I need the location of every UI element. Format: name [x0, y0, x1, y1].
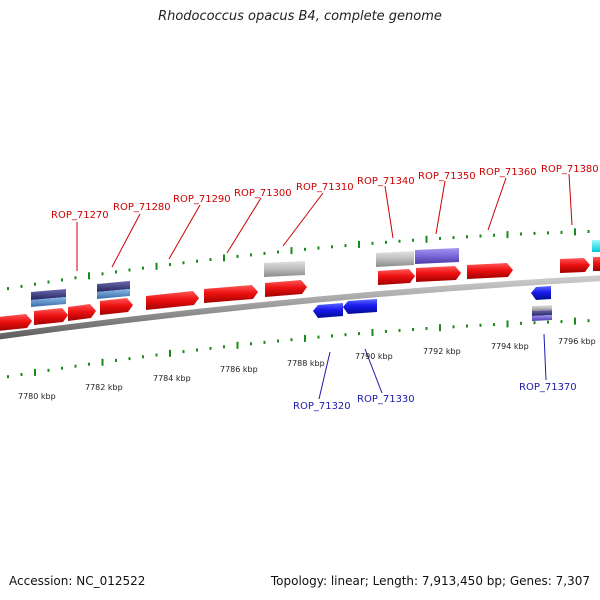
gene-arrow-reverse[interactable] [531, 286, 551, 300]
forward-genes [0, 257, 600, 331]
chromosome-backbone [0, 275, 600, 340]
gene-arrow-forward[interactable] [593, 257, 600, 271]
scale-label: 7788 kbp [287, 359, 325, 368]
feature-steel[interactable] [97, 289, 130, 299]
scale-label: 7782 kbp [85, 383, 123, 392]
genome-stats-text: Topology: linear; Length: 7,913,450 bp; … [270, 574, 590, 588]
gene-arrow-forward[interactable] [0, 314, 32, 331]
gene-arrow-forward[interactable] [146, 291, 199, 310]
gene-arrow-forward[interactable] [100, 298, 133, 315]
gene-arrow-forward[interactable] [204, 285, 258, 303]
feature-steel[interactable] [31, 297, 66, 307]
forward-scale-ticks [7, 228, 590, 291]
feature-cyan[interactable] [592, 240, 600, 252]
gene-label[interactable]: ROP_71350 [418, 171, 476, 182]
gene-label[interactable]: ROP_71300 [234, 188, 292, 199]
scale-label: 7796 kbp [558, 337, 596, 346]
gene-label[interactable]: ROP_71340 [357, 176, 415, 187]
pseudo-gene-block[interactable] [264, 261, 305, 277]
feature-navy[interactable] [532, 310, 552, 316]
accession-text: Accession: NC_012522 [9, 574, 146, 588]
scale-label: 7790 kbp [355, 352, 393, 361]
gene-label[interactable]: ROP_71360 [479, 167, 537, 178]
reverse-scale-ticks [7, 317, 590, 379]
scale-label: 7794 kbp [491, 342, 529, 351]
pseudo-gene-block[interactable] [376, 251, 414, 267]
scale-labels: 7780 kbp 7782 kbp 7784 kbp 7786 kbp 7788… [18, 337, 596, 401]
gene-label[interactable]: ROP_71380 [541, 164, 599, 175]
gene-label[interactable]: ROP_71320 [293, 401, 351, 412]
forward-features [31, 240, 600, 307]
gene-label[interactable]: ROP_71310 [296, 182, 354, 193]
gene-arrow-forward[interactable] [68, 304, 96, 321]
scale-label: 7792 kbp [423, 347, 461, 356]
gene-arrow-forward[interactable] [34, 308, 68, 325]
callout-lines [76, 173, 573, 400]
gene-label[interactable]: ROP_71370 [519, 382, 577, 393]
feature-purple[interactable] [415, 248, 459, 264]
feature-navy[interactable] [31, 289, 66, 300]
gene-arrow-forward[interactable] [467, 263, 513, 279]
gene-arrow-reverse[interactable] [313, 303, 343, 318]
feature-purple[interactable] [532, 315, 552, 321]
gene-arrow-forward[interactable] [560, 258, 590, 273]
map-title: Rhodococcus opacus B4, complete genome [158, 9, 442, 24]
scale-label: 7786 kbp [220, 365, 258, 374]
gene-arrow-forward[interactable] [378, 269, 415, 285]
scale-label: 7780 kbp [18, 392, 56, 401]
gene-label[interactable]: ROP_71290 [173, 194, 231, 205]
gene-arrow-forward[interactable] [416, 266, 461, 282]
gene-labels: ROP_71270 ROP_71280 ROP_71290 ROP_71300 … [51, 164, 599, 412]
gene-label[interactable]: ROP_71330 [357, 394, 415, 405]
gene-arrow-reverse[interactable] [343, 299, 377, 314]
gene-arrow-forward[interactable] [265, 280, 307, 297]
feature-navy[interactable] [97, 281, 130, 292]
pseudo-gene-block[interactable] [532, 305, 552, 311]
scale-label: 7784 kbp [153, 374, 191, 383]
gene-label[interactable]: ROP_71280 [113, 202, 171, 213]
reverse-genes [313, 286, 552, 321]
gene-label[interactable]: ROP_71270 [51, 210, 109, 221]
